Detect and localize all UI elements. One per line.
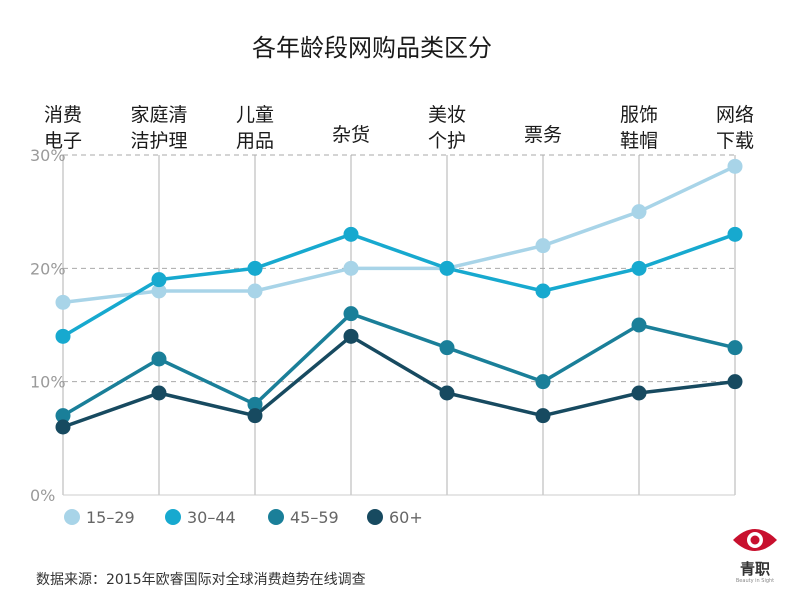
data-point (55, 328, 71, 344)
data-point (151, 283, 167, 299)
data-point (247, 408, 263, 424)
data-point (535, 374, 551, 390)
legend-label: 60+ (389, 508, 423, 527)
data-point (439, 260, 455, 276)
data-point (247, 283, 263, 299)
category-label: 个护 (428, 130, 466, 152)
category-label: 鞋帽 (620, 130, 658, 152)
category-label: 儿童 (236, 104, 274, 126)
series-line (62, 232, 736, 338)
data-point (55, 408, 71, 424)
data-point (247, 260, 263, 276)
category-label: 家庭清 (130, 104, 187, 126)
source-note: 数据来源：2015年欧睿国际对全球消费趋势在线调查 (36, 571, 366, 588)
legend-label: 15–29 (86, 508, 135, 527)
category-label: 洁护理 (130, 130, 187, 152)
data-point (343, 306, 359, 322)
category-label: 用品 (236, 130, 274, 152)
data-point (439, 340, 455, 356)
data-point (151, 385, 167, 401)
logo-pupil (750, 535, 760, 545)
data-point (631, 317, 647, 333)
legend-marker (367, 509, 383, 525)
series-layer (55, 158, 743, 435)
y-tick-label: 30% (30, 146, 66, 165)
series-line (62, 334, 736, 429)
data-point (535, 238, 551, 254)
data-point (727, 226, 743, 242)
category-label: 杂货 (332, 124, 370, 146)
category-label: 下载 (716, 130, 754, 152)
logo-name: 青职 (740, 560, 770, 578)
legend-label: 45–59 (290, 508, 339, 527)
data-point (631, 385, 647, 401)
data-point (439, 385, 455, 401)
y-tick-label: 10% (30, 373, 66, 392)
data-point (343, 226, 359, 242)
y-tick-label: 20% (30, 259, 66, 278)
data-point (535, 408, 551, 424)
category-label: 网络 (716, 104, 754, 126)
category-label: 票务 (524, 124, 562, 146)
y-axis-ticks: 0% 10% 20% 30% (30, 146, 66, 505)
data-point (55, 419, 71, 435)
series-line (62, 164, 736, 305)
data-point (247, 396, 263, 412)
legend-marker (165, 509, 181, 525)
data-point (151, 351, 167, 367)
series-line (62, 311, 736, 418)
category-label: 电子 (44, 130, 82, 152)
legend: 15–29 30–44 45–59 60+ (64, 508, 423, 527)
legend-label: 30–44 (187, 508, 236, 527)
grid (62, 154, 736, 496)
chart-title: 各年龄段网购品类区分 (252, 34, 492, 62)
category-label: 美妆 (428, 104, 466, 126)
category-label: 消费 (44, 104, 82, 126)
category-label: 服饰 (620, 104, 658, 126)
data-point (727, 158, 743, 174)
logo: 青职 Beauty in Sight (733, 529, 777, 584)
data-point (535, 283, 551, 299)
data-point (727, 340, 743, 356)
data-point (343, 260, 359, 276)
data-point (55, 294, 71, 310)
data-point (343, 328, 359, 344)
data-point (727, 374, 743, 390)
logo-subtitle: Beauty in Sight (736, 578, 774, 584)
data-point (151, 272, 167, 288)
legend-marker (64, 509, 80, 525)
data-point (631, 204, 647, 220)
legend-marker (268, 509, 284, 525)
data-point (631, 260, 647, 276)
y-tick-label: 0% (30, 486, 55, 505)
